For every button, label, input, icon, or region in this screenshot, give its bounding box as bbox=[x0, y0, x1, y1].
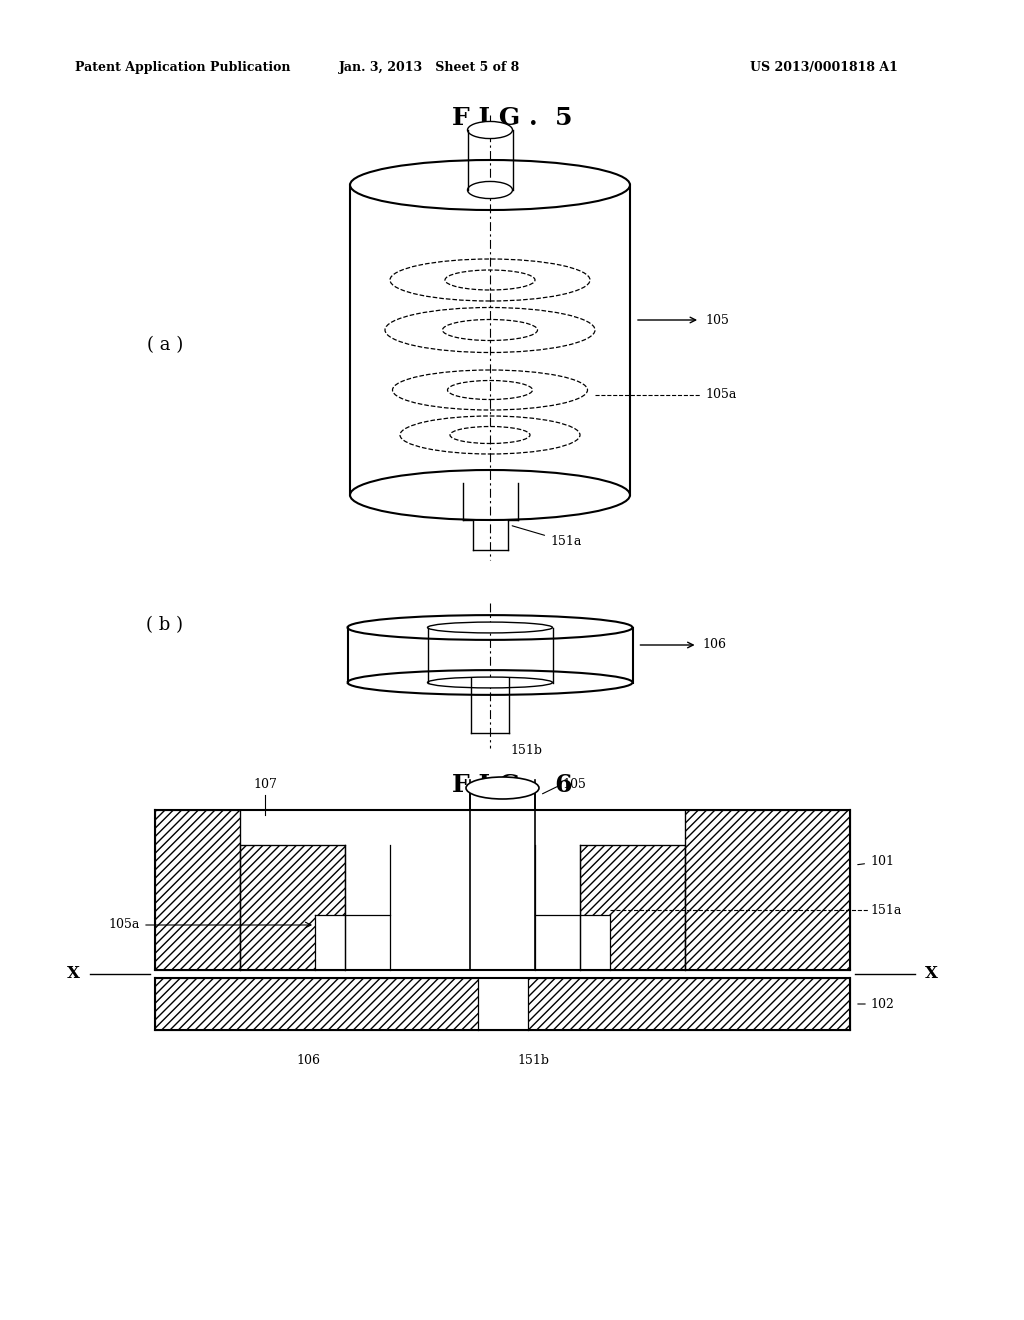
Ellipse shape bbox=[427, 677, 553, 688]
Bar bbox=[350, 185, 630, 495]
Text: X: X bbox=[925, 965, 938, 982]
Text: X: X bbox=[67, 965, 80, 982]
Text: 151a: 151a bbox=[870, 903, 901, 916]
Bar bbox=[477, 978, 527, 1030]
Ellipse shape bbox=[466, 777, 539, 799]
Text: 106: 106 bbox=[702, 639, 726, 652]
Ellipse shape bbox=[468, 181, 512, 198]
Text: Jan. 3, 2013   Sheet 5 of 8: Jan. 3, 2013 Sheet 5 of 8 bbox=[339, 62, 520, 74]
Text: ( b ): ( b ) bbox=[146, 616, 183, 634]
Bar bbox=[155, 810, 240, 970]
Bar bbox=[347, 627, 633, 682]
Bar bbox=[345, 845, 390, 970]
Ellipse shape bbox=[427, 622, 553, 632]
Text: ( a ): ( a ) bbox=[146, 337, 183, 354]
Bar bbox=[580, 845, 685, 970]
Bar bbox=[240, 845, 345, 970]
Text: 107: 107 bbox=[253, 779, 276, 792]
Text: US 2013/0001818 A1: US 2013/0001818 A1 bbox=[750, 62, 898, 74]
Text: 151b: 151b bbox=[510, 744, 542, 756]
Bar bbox=[685, 810, 850, 970]
Text: 151b: 151b bbox=[517, 1053, 550, 1067]
Bar bbox=[315, 915, 390, 970]
Text: F I G .  6: F I G . 6 bbox=[452, 774, 572, 797]
Text: Patent Application Publication: Patent Application Publication bbox=[75, 62, 291, 74]
Bar bbox=[535, 845, 580, 970]
Text: 106: 106 bbox=[297, 1053, 321, 1067]
Bar bbox=[535, 915, 610, 970]
Text: 151a: 151a bbox=[512, 525, 582, 548]
Bar bbox=[470, 780, 535, 970]
Text: 102: 102 bbox=[870, 998, 894, 1011]
Ellipse shape bbox=[468, 121, 512, 139]
Text: 105: 105 bbox=[562, 779, 587, 792]
Ellipse shape bbox=[347, 615, 633, 640]
Text: 105a: 105a bbox=[705, 388, 736, 401]
Text: 101: 101 bbox=[858, 855, 894, 869]
Text: 105: 105 bbox=[705, 314, 729, 326]
Text: 105a: 105a bbox=[109, 919, 140, 932]
Text: F I G .  5: F I G . 5 bbox=[452, 106, 572, 129]
Bar bbox=[155, 978, 850, 1030]
